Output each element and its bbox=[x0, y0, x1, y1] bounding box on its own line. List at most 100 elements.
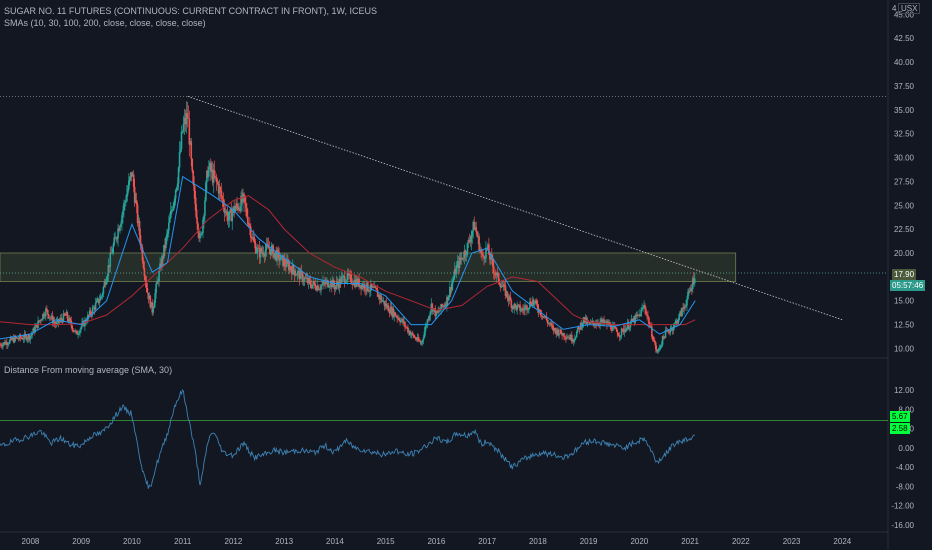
candle-body bbox=[573, 338, 576, 340]
candle-body bbox=[330, 280, 333, 288]
candle-body bbox=[382, 300, 385, 302]
candle-body bbox=[279, 259, 281, 261]
candle-body bbox=[344, 281, 347, 283]
candle-body bbox=[188, 118, 191, 145]
candle-body bbox=[76, 331, 78, 335]
candle-body bbox=[339, 278, 342, 284]
candle-body bbox=[463, 250, 466, 259]
candle-body bbox=[109, 252, 112, 267]
candle-body bbox=[370, 284, 373, 288]
candle-body bbox=[600, 319, 602, 322]
candle-body bbox=[391, 308, 394, 315]
candle-body bbox=[96, 298, 99, 301]
candle-body bbox=[60, 318, 63, 320]
candle-body bbox=[272, 245, 275, 258]
candle-body bbox=[681, 307, 683, 316]
candle-body bbox=[163, 244, 165, 259]
candle-body bbox=[213, 170, 216, 177]
candle-body bbox=[230, 208, 233, 222]
candle-body bbox=[520, 310, 522, 312]
candle-body bbox=[98, 300, 101, 303]
candle-body bbox=[426, 319, 429, 326]
candle-body bbox=[27, 334, 30, 339]
candle-body bbox=[543, 316, 546, 318]
candle-body bbox=[682, 307, 684, 309]
candle-body bbox=[264, 250, 267, 257]
candle-body bbox=[320, 285, 322, 290]
candle-body bbox=[532, 299, 534, 306]
candle-body bbox=[254, 243, 257, 254]
candle-body bbox=[357, 278, 359, 286]
candle-body bbox=[198, 232, 200, 239]
candle-body bbox=[241, 195, 243, 203]
candle-body bbox=[660, 344, 663, 346]
candle-body bbox=[252, 237, 255, 242]
candle-body bbox=[512, 306, 515, 309]
candle-body bbox=[144, 276, 147, 281]
candle-body bbox=[447, 296, 449, 301]
candle-body bbox=[71, 325, 74, 330]
candle-body bbox=[383, 300, 386, 306]
candle-body bbox=[93, 307, 96, 310]
candle-body bbox=[42, 313, 44, 320]
candle-body bbox=[683, 306, 685, 309]
candle-body bbox=[161, 256, 163, 268]
candle-body bbox=[301, 272, 304, 282]
candle-body bbox=[413, 337, 416, 339]
candle-body bbox=[622, 328, 625, 333]
candle-body bbox=[1, 345, 3, 347]
candle-body bbox=[523, 309, 525, 311]
candle-body bbox=[577, 327, 580, 329]
candle-body bbox=[292, 264, 295, 271]
candle-body bbox=[287, 259, 289, 263]
candle-body bbox=[315, 288, 317, 291]
candle-body bbox=[518, 304, 520, 306]
candle-body bbox=[519, 304, 521, 311]
candle-body bbox=[282, 255, 284, 267]
candle-body bbox=[424, 326, 427, 332]
candle-body bbox=[286, 259, 288, 267]
candle-body bbox=[401, 319, 403, 321]
candle-body bbox=[248, 224, 250, 226]
candle-body bbox=[364, 284, 366, 291]
indicator-legend[interactable]: Distance From moving average (SMA, 30) bbox=[4, 365, 173, 375]
candle-body bbox=[511, 306, 514, 308]
candle-body bbox=[503, 284, 506, 286]
candle-body bbox=[484, 258, 486, 260]
countdown-label: 05:57:46 bbox=[890, 280, 926, 291]
candle-body bbox=[290, 269, 293, 275]
sma-legend[interactable]: SMAs (10, 30, 100, 200, close, close, cl… bbox=[4, 18, 206, 28]
y-tick-label: 22.50 bbox=[894, 225, 915, 234]
candle-body bbox=[171, 209, 174, 211]
candle-body bbox=[137, 220, 140, 224]
candle-body bbox=[29, 336, 32, 340]
candle-body bbox=[534, 300, 537, 302]
candle-body bbox=[236, 203, 238, 206]
currency-button[interactable]: USX bbox=[898, 3, 921, 14]
candle-body bbox=[690, 288, 692, 292]
candle-body bbox=[79, 329, 81, 334]
candle-body bbox=[353, 280, 356, 285]
chart-title: SUGAR NO. 11 FUTURES (CONTINUOUS: CURREN… bbox=[4, 6, 378, 16]
candle-body bbox=[667, 329, 670, 332]
candle-body bbox=[515, 305, 518, 311]
candle-body bbox=[207, 170, 209, 177]
candle-body bbox=[487, 244, 489, 248]
candle-body bbox=[614, 327, 617, 329]
candle-body bbox=[178, 152, 181, 168]
candle-body bbox=[432, 308, 435, 312]
candle-body bbox=[526, 305, 528, 311]
candle-body bbox=[145, 280, 148, 288]
candle-body bbox=[360, 285, 362, 290]
candle-body bbox=[181, 131, 184, 132]
candle-body bbox=[322, 281, 324, 285]
candle-body bbox=[18, 335, 21, 339]
candle-body bbox=[307, 278, 310, 283]
candle-body bbox=[138, 220, 141, 236]
candle-body bbox=[309, 280, 312, 286]
candle-body bbox=[680, 311, 682, 316]
candle-body bbox=[483, 256, 485, 260]
candle-body bbox=[551, 324, 554, 327]
y-tick-label: 30.00 bbox=[894, 154, 915, 163]
